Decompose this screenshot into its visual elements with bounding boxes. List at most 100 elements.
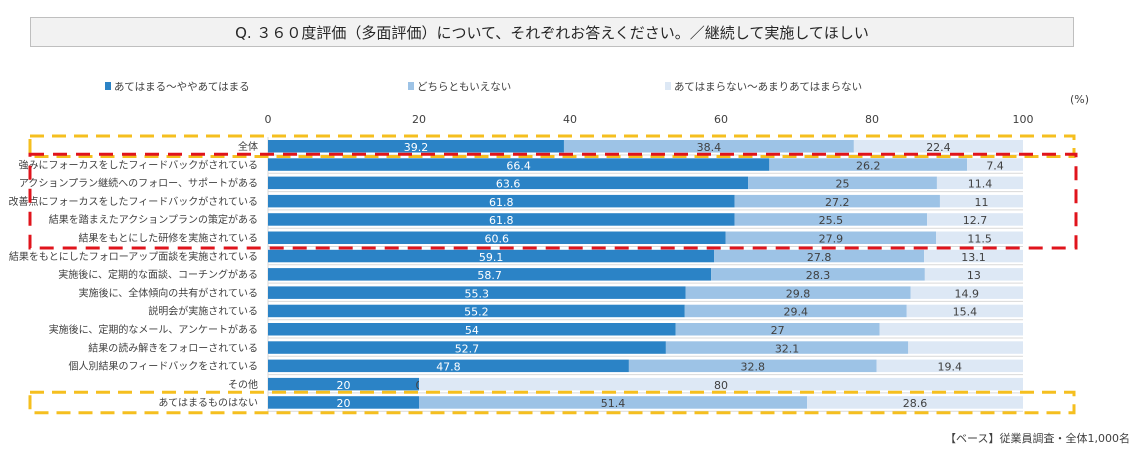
data-label: 28.3 — [806, 269, 831, 282]
category-label: 強みにフォーカスをしたフィードバックがされている — [19, 158, 259, 171]
legend-label-1: あてはまる～ややあてはまる — [114, 81, 250, 93]
bar-segment-series-3 — [936, 231, 1023, 244]
bar-segment-series-3 — [910, 286, 1023, 299]
legend: あてはまる～ややあてはまる どちらともいえない あてはまらない～あまりあてはまらない — [105, 81, 862, 93]
data-label: 25.5 — [819, 214, 844, 227]
data-label: 27.2 — [825, 196, 850, 209]
x-tick-label: 20 — [412, 113, 426, 126]
category-label: その他 — [228, 378, 258, 391]
data-label: 20 — [337, 397, 351, 410]
data-label: 25 — [836, 178, 850, 191]
bar-segment-series-1 — [268, 341, 666, 354]
bar-segment-series-1 — [268, 396, 419, 409]
category-label: 個人別結果のフィードバックをされている — [69, 360, 259, 373]
bar-segment-series-1 — [268, 176, 749, 190]
category-label: 実施後に、定期的な面談、コーチングがある — [58, 268, 258, 281]
legend-label-2: どちらともいえない — [417, 81, 511, 93]
category-label: あてはまるものはない — [158, 397, 258, 409]
data-label: 54 — [465, 324, 479, 337]
data-label: 39.2 — [404, 141, 429, 154]
bar-row: 結果の読み解きをフォローされている 52.7 32.1 — [88, 341, 1023, 357]
data-label: 29.8 — [786, 287, 811, 300]
data-label: 27.9 — [819, 233, 844, 246]
category-label: 実施後に、全体傾向の共有がされている — [79, 286, 258, 299]
bar-segment-series-3 — [924, 268, 1023, 281]
data-label: 63.6 — [496, 178, 521, 191]
data-label: 11.5 — [967, 233, 992, 246]
bar-segment-series-3 — [908, 341, 1023, 354]
bar-row: その他20080 — [228, 377, 1023, 394]
bar-row: 説明会が実施されている 55.2 29.4 15.4 — [148, 304, 1023, 321]
category-label: 結果の読み解きをフォローされている — [88, 341, 258, 354]
highlight-boxes — [28, 134, 1078, 415]
legend-swatch-1 — [105, 82, 111, 90]
data-label: 12.7 — [963, 214, 988, 227]
bar-segment-series-1 — [268, 140, 564, 153]
x-tick-label: 100 — [1013, 113, 1034, 126]
data-label: 32.1 — [775, 342, 800, 355]
x-tick-label: 80 — [865, 113, 879, 126]
bar-row: 実施後に、定期的な面談、コーチングがある 58.7 28.3 13 — [58, 268, 1023, 284]
bar-segment-series-2 — [563, 140, 854, 153]
x-tick-label: 0 — [265, 113, 272, 126]
bar-segment-series-2 — [714, 249, 925, 263]
bar-segment-series-3 — [927, 213, 1023, 226]
data-label: 15.4 — [953, 306, 978, 319]
bar-segment-series-1 — [268, 158, 770, 171]
bar-segment-series-3 — [419, 377, 1023, 391]
bar-row: あてはまるものはない 20 51.4 28.6 — [158, 396, 1023, 412]
bar-segment-series-1 — [268, 231, 726, 244]
bar-segment-series-3 — [939, 194, 1023, 208]
category-label: 結果をもとにした研修を実施されている — [79, 232, 259, 245]
data-label: 38.4 — [697, 141, 722, 154]
category-label: 結果をもとにしたフォローアップ面談を実施されている — [9, 250, 258, 263]
bars: 全体 39.2 38.4 22.4 強みにフォーカスをしたフィードバックがされている 66… — [9, 140, 1023, 412]
bar-segment-series-3 — [936, 176, 1023, 190]
x-tick-label: 60 — [714, 113, 728, 126]
bar-segment-series-1 — [268, 377, 419, 391]
bar-row: 結果をもとにした研修を実施されている 60.6 27.9 11.5 — [79, 231, 1023, 247]
data-label: 55.2 — [464, 306, 489, 319]
data-label: 22.4 — [926, 141, 951, 154]
bar-segment-series-2 — [748, 176, 937, 190]
bar-segment-series-2 — [684, 304, 907, 318]
bar-segment-series-1 — [268, 213, 735, 226]
bar-row: 結果をもとにしたフォローアップ面談を実施されている 59.1 27.8 13.1 — [9, 249, 1023, 266]
bar-segment-series-1 — [268, 286, 686, 299]
data-label: 14.9 — [955, 287, 980, 300]
bar-row: 強みにフォーカスをしたフィードバックがされている 66.4 26.2 7.4 — [19, 158, 1023, 174]
bar-segment-series-3 — [967, 158, 1023, 171]
category-label: 全体 — [238, 140, 258, 153]
bar-segment-series-3 — [924, 249, 1023, 263]
highlight-box-1 — [28, 134, 1076, 158]
data-label: 60.6 — [485, 233, 510, 246]
data-label: 61.8 — [489, 214, 514, 227]
bar-row: 全体 39.2 38.4 22.4 — [238, 140, 1023, 156]
bar-segment-series-2 — [734, 194, 940, 208]
bar-segment-series-2 — [419, 396, 808, 409]
bar-row: 改善点にフォーカスをしたフィードバックがされている 61.8 27.2 11 — [9, 194, 1023, 211]
data-label: 7.4 — [986, 159, 1004, 172]
unit-label: (%) — [1070, 93, 1089, 106]
category-label: 実施後に、定期的なメール、アンケートがある — [49, 323, 258, 336]
data-label: 29.4 — [783, 306, 808, 319]
highlight-box-2 — [28, 152, 1078, 250]
data-label: 32.8 — [740, 361, 765, 374]
bar-segment-series-2 — [725, 231, 937, 244]
bar-segment-series-3 — [807, 396, 1023, 409]
bar-row: アクションプラン継続へのフォロー、サポートがある 63.6 25 11.4 — [19, 176, 1023, 193]
data-label: 20 — [337, 379, 351, 392]
legend-swatch-3 — [665, 82, 671, 90]
base-footnote: 【ベース】従業員調査・全体1,000名 — [945, 432, 1130, 445]
bar-segment-series-1 — [268, 194, 735, 208]
bar-segment-series-1 — [268, 249, 715, 263]
bar-segment-series-2 — [734, 213, 928, 226]
data-label: 13 — [967, 269, 981, 282]
bar-row: 個人別結果のフィードバックをされている 47.8 32.8 19.4 — [69, 359, 1023, 376]
data-label: 52.7 — [455, 342, 480, 355]
bar-segment-series-3 — [876, 359, 1023, 373]
bar-segment-series-2 — [769, 158, 968, 171]
data-label: 47.8 — [436, 361, 461, 374]
x-tick-label: 40 — [563, 113, 577, 126]
